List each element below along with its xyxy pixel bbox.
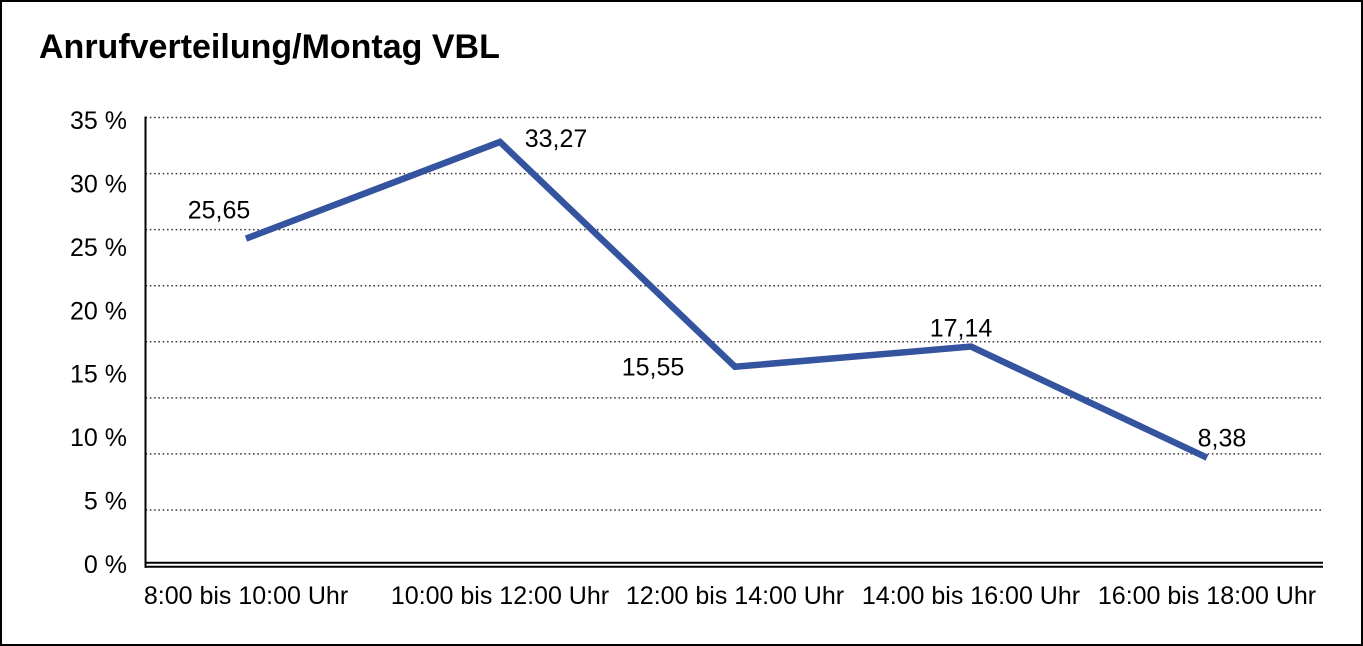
data-point-label: 15,55	[622, 354, 685, 382]
x-axis-category-label: 12:00 bis 14:00 Uhr	[626, 582, 844, 610]
y-axis-tick-label: 35 %	[70, 107, 127, 135]
x-axis-category-label: 16:00 bis 18:00 Uhr	[1098, 582, 1316, 610]
data-point-label: 17,14	[930, 315, 993, 343]
data-point-label: 33,27	[525, 125, 588, 153]
x-axis-category-label: 14:00 bis 16:00 Uhr	[862, 582, 1080, 610]
y-axis-tick-label: 15 %	[70, 361, 127, 389]
y-axis-tick-label: 10 %	[70, 424, 127, 452]
y-axis-tick-label: 25 %	[70, 234, 127, 262]
data-point-label: 25,65	[188, 197, 251, 225]
data-point-label: 8,38	[1198, 425, 1247, 453]
x-axis-category-label: 8:00 bis 10:00 Uhr	[144, 582, 348, 610]
chart-title: Anrufverteilung/Montag VBL	[39, 28, 500, 66]
y-axis-tick-label: 0 %	[84, 551, 127, 579]
y-axis-tick-label: 5 %	[84, 488, 127, 516]
x-axis-category-label: 10:00 bis 12:00 Uhr	[391, 582, 609, 610]
data-line	[244, 138, 1209, 461]
y-axis-tick-label: 30 %	[70, 170, 127, 198]
y-axis-tick-label: 20 %	[70, 297, 127, 325]
